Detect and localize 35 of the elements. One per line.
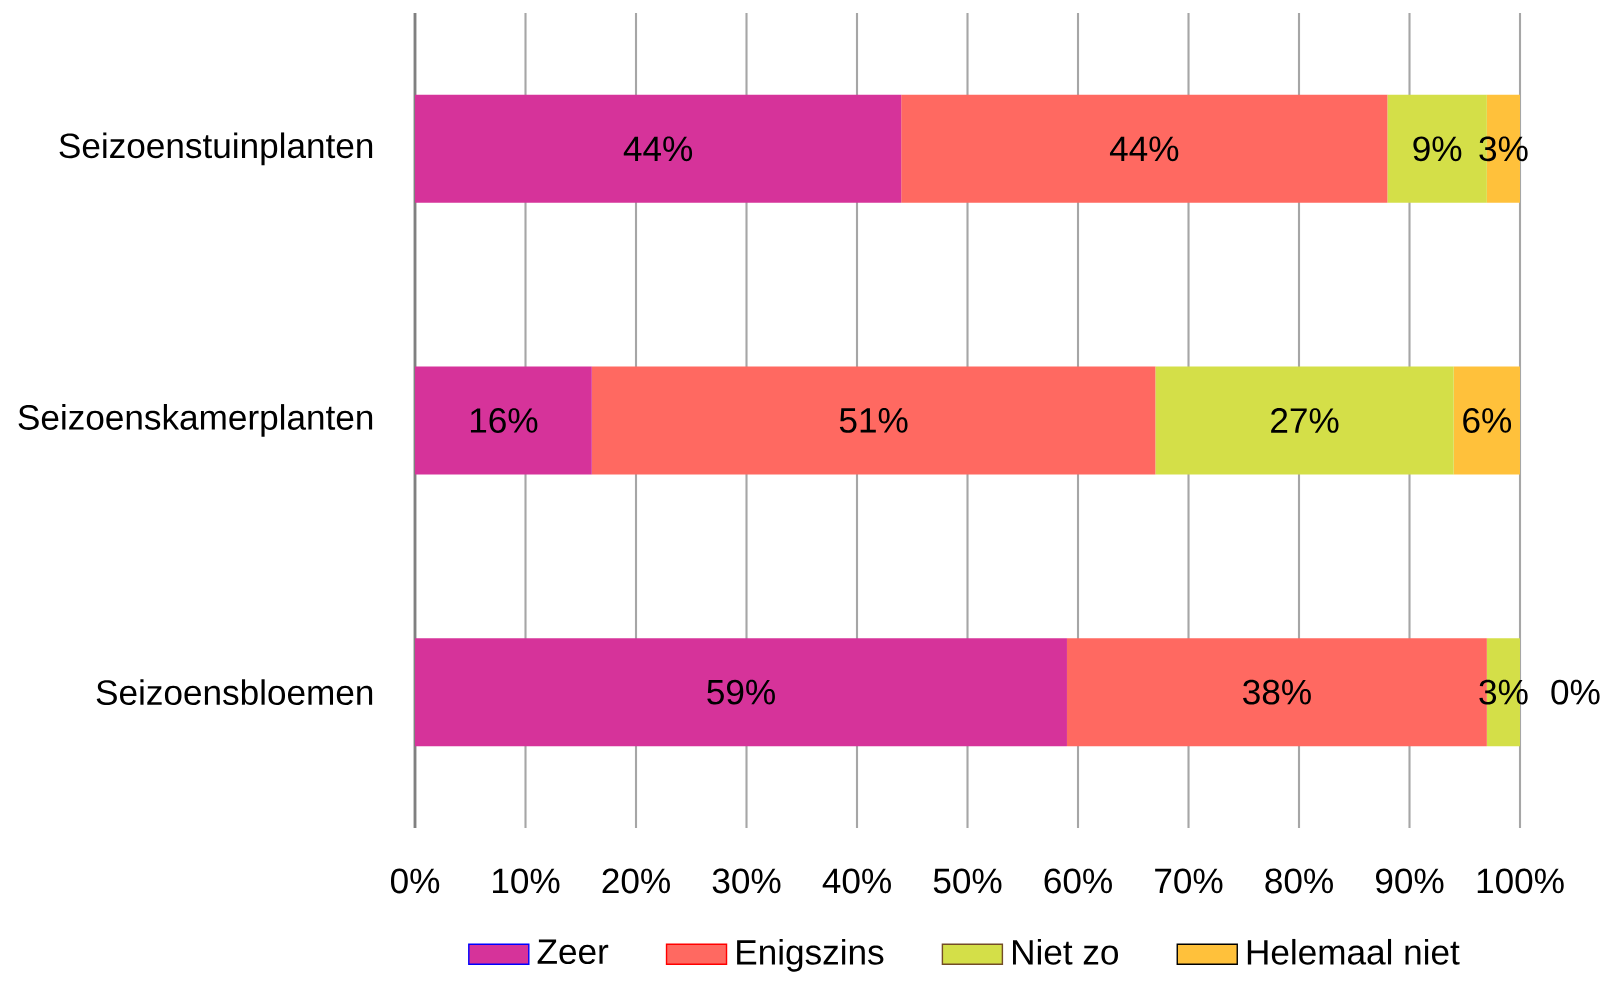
x-tick-label: 20% — [602, 868, 670, 894]
data-label: 44% — [1109, 136, 1179, 162]
x-tick-label: 50% — [933, 868, 1002, 894]
bar — [415, 638, 1067, 747]
bar — [415, 94, 902, 203]
data-label: 27% — [1271, 408, 1339, 433]
legend-label: Niet zo — [1013, 938, 1119, 965]
data-label: 51% — [839, 408, 908, 433]
x-tick-label: 60% — [1044, 868, 1112, 894]
data-label: 0% — [1551, 679, 1600, 705]
bar — [591, 366, 1156, 475]
x-tick-label: 0% — [390, 868, 440, 894]
data-label: 38% — [1243, 679, 1311, 705]
y-tick-label: Seizoenskamerplanten — [18, 404, 373, 437]
x-tick-label: 30% — [712, 868, 781, 894]
bar — [1453, 366, 1521, 475]
x-tick-label: 80% — [1265, 868, 1333, 894]
data-label: 44% — [623, 136, 693, 162]
bar — [901, 94, 1388, 203]
x-tick-label: 100% — [1477, 868, 1564, 894]
x-tick-label: 70% — [1155, 868, 1223, 894]
data-label: 6% — [1463, 408, 1512, 433]
legend-label: Helemaal niet — [1247, 938, 1460, 965]
bar — [415, 366, 592, 475]
x-tick-label: 40% — [822, 868, 891, 894]
y-tick-label: Seizoenstuinplanten — [59, 132, 373, 166]
data-label: 16% — [470, 408, 538, 433]
x-tick-label: 10% — [493, 868, 560, 894]
bar — [1155, 366, 1454, 475]
data-label: 59% — [707, 679, 775, 705]
x-tick-label: 90% — [1375, 868, 1444, 894]
data-label: 9% — [1413, 136, 1462, 162]
legend-label: Enigszins — [737, 938, 884, 972]
y-tick-label: Seizoensbloemen — [96, 679, 373, 706]
legend-label: Zeer — [537, 939, 609, 965]
